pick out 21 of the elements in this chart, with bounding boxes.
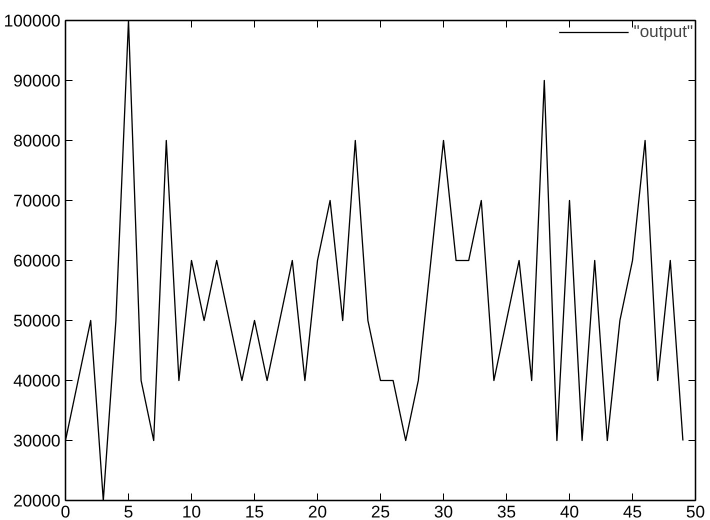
y-tick-label: 30000: [13, 432, 61, 450]
x-tick-label: 0: [60, 502, 70, 520]
x-tick-label: 10: [182, 502, 201, 520]
y-tick-label: 20000: [13, 492, 61, 510]
x-tick-label: 15: [245, 502, 264, 520]
y-tick-label: 90000: [13, 72, 61, 90]
legend-label: "output": [634, 22, 693, 42]
x-tick-label: 5: [124, 502, 134, 520]
x-tick-label: 40: [560, 502, 579, 520]
x-tick-label: 50: [686, 502, 705, 520]
y-tick-label: 50000: [13, 312, 61, 330]
x-tick-label: 35: [497, 502, 516, 520]
y-tick-label: 60000: [13, 252, 61, 270]
y-tick-label: 100000: [4, 12, 61, 30]
x-tick-label: 45: [623, 502, 642, 520]
x-tick-label: 30: [434, 502, 453, 520]
x-tick-label: 25: [371, 502, 390, 520]
x-tick-label: 20: [308, 502, 327, 520]
y-tick-label: 80000: [13, 132, 61, 150]
y-tick-label: 40000: [13, 372, 61, 390]
y-tick-label: 70000: [13, 192, 61, 210]
